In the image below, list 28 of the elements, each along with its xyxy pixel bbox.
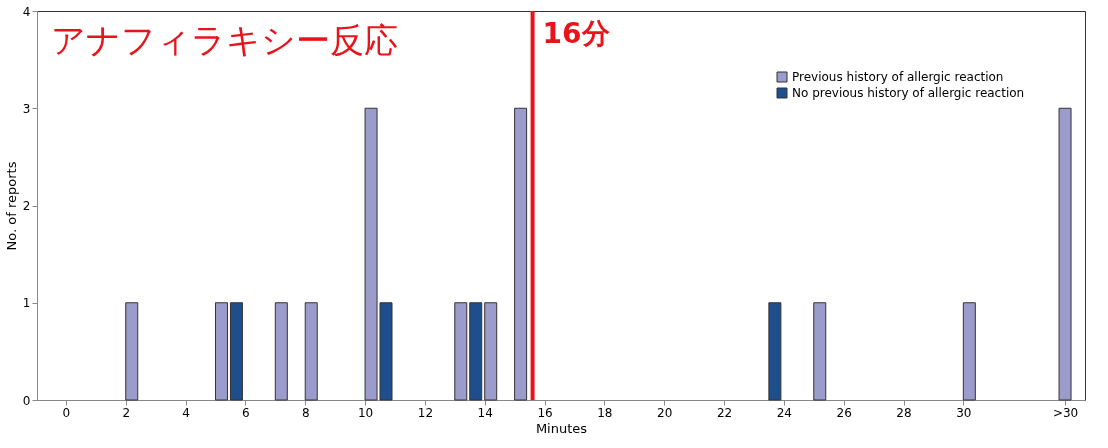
x-tick-label: 0 [62, 405, 71, 420]
x-tick-label: 10 [357, 405, 374, 420]
y-tick-label: 2 [22, 199, 31, 213]
legend-label: No previous history of allergic reaction [792, 86, 1025, 100]
x-tick-label: 30 [956, 405, 972, 420]
x-tick-label: 18 [597, 405, 613, 420]
x-axis-title: Minutes [535, 420, 588, 436]
x-tick-label: 20 [657, 405, 673, 420]
x-tick-label: 26 [836, 405, 852, 420]
x-tick-label: 24 [776, 405, 792, 420]
y-tick-label: 0 [22, 393, 31, 408]
x-tick-label: 8 [301, 405, 310, 420]
y-tick-label: 3 [22, 101, 31, 116]
x-tick-label: 6 [242, 405, 250, 420]
legend-label: Previous history of allergic reaction [792, 70, 1004, 84]
x-tick-label: 4 [182, 405, 190, 420]
ref-line-label: 16分 [542, 17, 611, 50]
x-tick-label: 22 [716, 405, 733, 420]
annotation: アナフィラキシー反応 [51, 20, 398, 60]
x-tick-label: 28 [896, 405, 912, 420]
y-tick-label: 1 [22, 296, 31, 311]
y-axis-title: No. of reports [3, 161, 19, 251]
x-tick-label: 12 [417, 405, 434, 420]
x-tick-label: 2 [122, 405, 131, 420]
x-tick-label: 14 [477, 405, 493, 420]
x-tick-label: >30 [1052, 405, 1079, 420]
x-tick-label: 16 [537, 405, 553, 420]
y-tick-label: 4 [22, 4, 31, 19]
